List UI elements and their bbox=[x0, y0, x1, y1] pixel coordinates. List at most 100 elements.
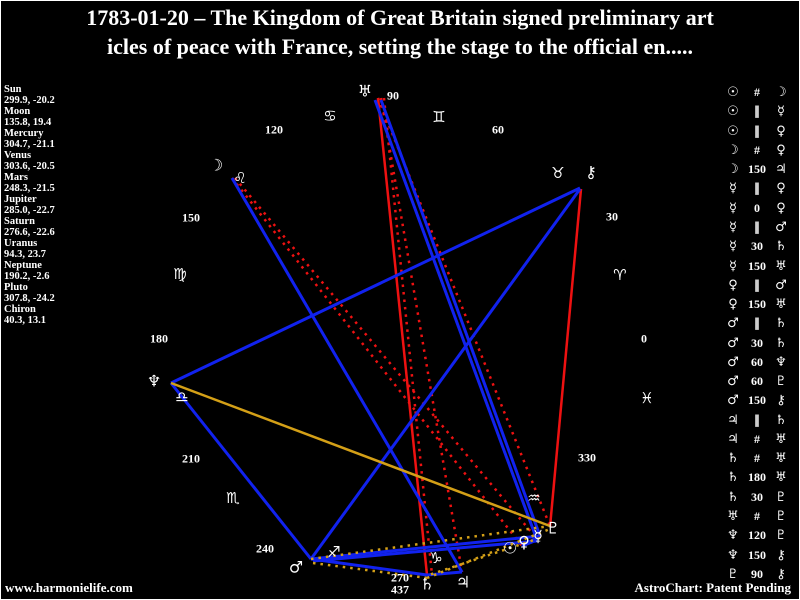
aspect-row-8: ☿ ∥ ♂ bbox=[725, 218, 789, 237]
planet-name-chiron: Chiron bbox=[4, 304, 36, 315]
planet-glyph-mercury: ☿ bbox=[533, 526, 543, 546]
aspect-p1-glyph: ☿ bbox=[729, 200, 737, 216]
footer-watermark-brand: AstroChart: Patent Pending bbox=[634, 580, 791, 595]
aspect-symbol: # bbox=[754, 431, 760, 446]
aspect-symbol: 60 bbox=[751, 354, 763, 369]
aspect-p2-glyph: ♀ bbox=[776, 200, 786, 216]
aspect-p2-glyph: ♇ bbox=[775, 374, 787, 390]
planet-values-chiron: 40.3, 13.1 bbox=[4, 315, 46, 326]
footer-watermark-url: www.harmonielife.com bbox=[5, 580, 133, 595]
aspect-p1-glyph: ♂ bbox=[727, 393, 739, 409]
aspect-p1-glyph: ☿ bbox=[729, 219, 737, 235]
aspect-p2-glyph: ♃ bbox=[775, 162, 787, 178]
aspect-p2-glyph: ☽ bbox=[775, 85, 787, 101]
degree-label-240: 240 bbox=[256, 541, 274, 556]
planet-values-venus: 303.6, -20.5 bbox=[4, 161, 55, 172]
aspect-line-saturn-pluto bbox=[426, 527, 551, 580]
aspect-symbol: 150 bbox=[748, 393, 766, 408]
aspect-line-uranus-jupiter bbox=[379, 97, 464, 573]
aspect-p1-glyph: ☉ bbox=[727, 104, 739, 120]
aspect-p2-glyph: ♂ bbox=[775, 277, 787, 293]
aspect-row-13: ♂ ∥ ♄ bbox=[725, 314, 789, 333]
aspect-symbol: ∥ bbox=[754, 219, 760, 234]
aspect-symbol: 90 bbox=[751, 566, 763, 581]
aspect-p2-glyph: ⚷ bbox=[776, 547, 786, 563]
aspect-p2-glyph: ♄ bbox=[775, 335, 787, 351]
aspect-p2-glyph: ⚷ bbox=[776, 393, 786, 409]
planet-values-pluto: 307.8, -24.2 bbox=[4, 293, 55, 304]
aspect-p1-glyph: ♃ bbox=[727, 431, 739, 447]
aspect-row-6: ☿ ∥ ♀ bbox=[725, 179, 789, 198]
zodiac-glyph-virgo: ♍ bbox=[173, 265, 187, 283]
aspect-symbol: # bbox=[754, 142, 760, 157]
planet-name-jupiter: Jupiter bbox=[4, 194, 37, 205]
aspect-p1-glyph: ☿ bbox=[729, 181, 737, 197]
aspect-symbol: ∥ bbox=[754, 277, 760, 292]
zodiac-glyph-leo: ♌ bbox=[233, 169, 247, 187]
aspect-p2-glyph: ☿ bbox=[777, 104, 785, 120]
planet-name-mercury: Mercury bbox=[4, 128, 44, 139]
zodiac-glyph-taurus: ♉ bbox=[551, 164, 565, 182]
aspect-p2-glyph: ♀ bbox=[776, 142, 786, 158]
planet-name-sun: Sun bbox=[4, 84, 22, 95]
event-title-line-1: 1783-01-20 – The Kingdom of Great Britai… bbox=[86, 5, 714, 30]
aspect-row-5: ☽ 150 ♃ bbox=[725, 160, 789, 179]
zodiac-glyph-cancer: ♋ bbox=[323, 107, 337, 125]
degree-label-180: 180 bbox=[150, 331, 168, 346]
planet-glyph-saturn: ♄ bbox=[419, 574, 435, 594]
event-title-line-2: icles of peace with France, setting the … bbox=[107, 34, 693, 59]
zodiac-glyph-pisces: ♓ bbox=[640, 389, 654, 407]
degree-label-60: 60 bbox=[492, 122, 504, 137]
aspect-p1-glyph: ♃ bbox=[727, 412, 739, 428]
aspect-line-mars-venus bbox=[312, 539, 538, 563]
aspect-p2-glyph: ♀ bbox=[776, 123, 786, 139]
aspect-p2-glyph: ⚷ bbox=[776, 566, 786, 582]
aspect-symbol: 150 bbox=[748, 297, 766, 312]
aspect-p1-glyph: ☉ bbox=[727, 85, 739, 101]
aspect-line-chiron-pluto bbox=[548, 188, 583, 528]
aspect-p2-glyph: ♅ bbox=[775, 297, 787, 313]
planet-glyph-neptune: ♆ bbox=[146, 371, 162, 391]
aspect-symbol: ∥ bbox=[754, 316, 760, 331]
aspect-line-neptune-pluto bbox=[170, 381, 551, 528]
degree-label-330: 330 bbox=[578, 450, 596, 465]
aspect-row-22: ♄ 30 ♇ bbox=[725, 488, 789, 507]
aspect-p2-glyph: ♇ bbox=[775, 489, 787, 505]
aspect-line-uranus-saturn bbox=[382, 97, 434, 576]
degree-label-120: 120 bbox=[265, 122, 283, 137]
aspect-symbol: 150 bbox=[748, 258, 766, 273]
degree-label-30: 30 bbox=[606, 209, 618, 224]
aspect-row-20: ♄ # ♅ bbox=[725, 449, 789, 468]
aspect-row-19: ♃ # ♅ bbox=[725, 430, 789, 449]
aspect-p1-glyph: ♄ bbox=[727, 489, 739, 505]
aspect-line-mercury-uranus bbox=[379, 99, 542, 537]
aspect-row-25: ♆ 150 ⚷ bbox=[725, 545, 789, 564]
event-title: 1783-01-20 – The Kingdom of Great Britai… bbox=[1, 3, 799, 61]
aspect-line-uranus-saturn bbox=[376, 97, 429, 576]
aspect-symbol: 150 bbox=[748, 547, 766, 562]
planet-glyph-uranus: ♅ bbox=[357, 81, 373, 101]
aspect-row-3: ☉ ∥ ♀ bbox=[725, 122, 789, 141]
planet-values-neptune: 190.2, -2.6 bbox=[4, 271, 50, 282]
planet-values-moon: 135.8, 19.4 bbox=[4, 117, 52, 128]
planet-name-pluto: Pluto bbox=[4, 282, 28, 293]
aspect-p1-glyph: ♂ bbox=[727, 374, 739, 390]
aspect-symbol: 30 bbox=[751, 489, 763, 504]
aspect-p1-glyph: ♄ bbox=[727, 451, 739, 467]
degree-label-150: 150 bbox=[182, 210, 200, 225]
aspect-p1-glyph: ♅ bbox=[727, 508, 739, 524]
degree-label-0: 0 bbox=[641, 331, 647, 346]
aspect-symbol: # bbox=[754, 451, 760, 466]
aspect-symbol: 150 bbox=[748, 162, 766, 177]
aspect-p2-glyph: ♆ bbox=[775, 354, 787, 370]
aspect-row-4: ☽ # ♀ bbox=[725, 141, 789, 160]
aspect-symbol: ∥ bbox=[754, 412, 760, 427]
aspect-p1-glyph: ♂ bbox=[727, 335, 739, 351]
aspect-p2-glyph: ♅ bbox=[775, 451, 787, 467]
aspect-p1-glyph: ☉ bbox=[727, 123, 739, 139]
aspect-line-mercury-saturn bbox=[428, 536, 541, 577]
aspect-p2-glyph: ♄ bbox=[775, 239, 787, 255]
degree-label-210: 210 bbox=[182, 451, 200, 466]
